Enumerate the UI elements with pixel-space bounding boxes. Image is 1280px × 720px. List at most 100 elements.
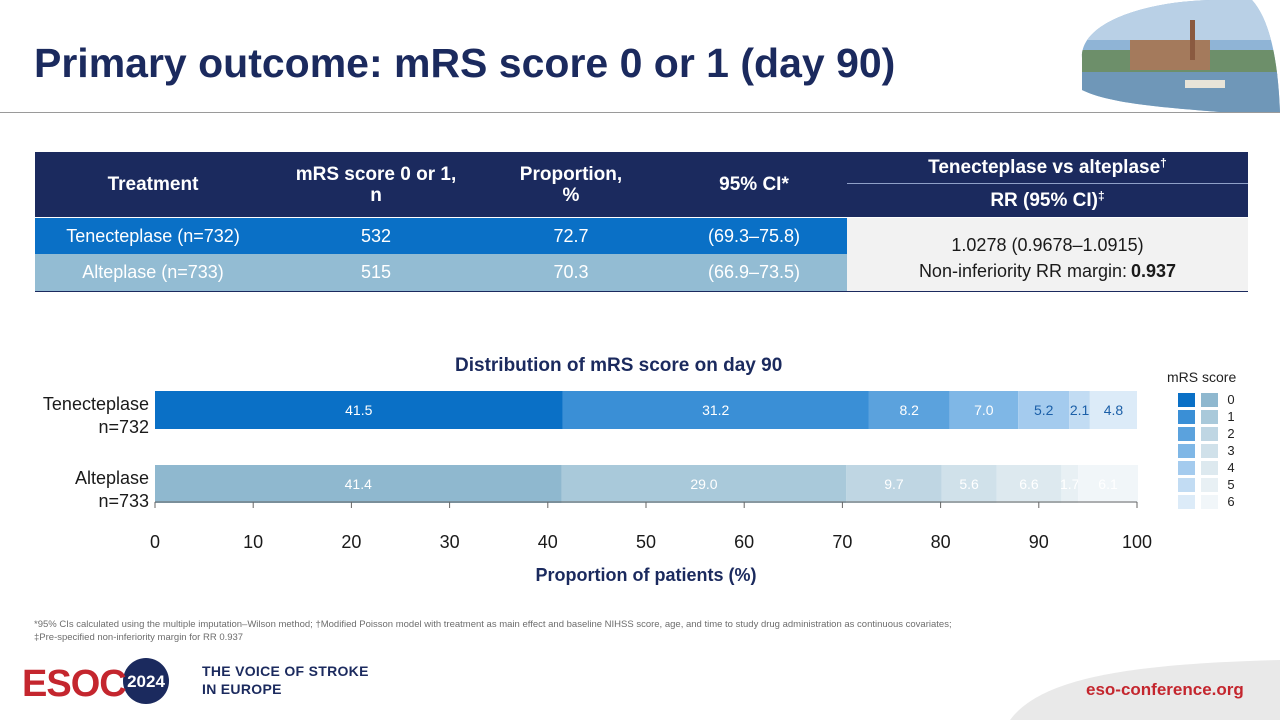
legend-swatch-alteplase-mrs-3: [1201, 443, 1218, 458]
category-label-tenecteplase-line2: n=732: [98, 417, 149, 437]
header-rr-label: RR (95% CI): [990, 190, 1098, 211]
x-tick-label-40: 40: [538, 532, 558, 552]
x-tick-label-10: 10: [243, 532, 263, 552]
rr-margin: Non-inferiority RR margin: 0.937: [847, 256, 1248, 291]
bar-segment-tenecteplase-mrs-4: [1018, 391, 1070, 429]
row-alteplase-proportion: 70.3: [481, 254, 661, 291]
data-label-alteplase-mrs-0: 41.4: [345, 476, 372, 492]
legend-label-mrs-3: 3: [1227, 443, 1235, 458]
data-label-tenecteplase-mrs-0: 41.5: [345, 402, 372, 418]
header-ci-label: 95% CI*: [719, 174, 789, 195]
data-label-tenecteplase-mrs-4: 5.2: [1034, 402, 1054, 418]
bar-segment-alteplase-mrs-6: [1078, 465, 1138, 503]
legend-title: mRS score: [1167, 369, 1237, 385]
x-tick-label-100: 100: [1122, 532, 1152, 552]
row-alteplase-treatment: Alteplase (n=733): [35, 254, 271, 291]
legend-swatch-alteplase-mrs-4: [1201, 460, 1218, 475]
header-mrs-n-line2: n: [370, 184, 382, 206]
header-treatment: Treatment: [35, 152, 271, 217]
logo-text: ESOC: [22, 663, 126, 704]
legend-label-mrs-4: 4: [1227, 460, 1235, 475]
legend-item-mrs-4: 4: [1178, 459, 1238, 476]
rr-margin-label: Non-inferiority RR margin:: [918, 261, 1127, 281]
data-label-tenecteplase-mrs-5: 2.1: [1070, 402, 1090, 418]
row-tenecteplase-proportion: 72.7: [481, 218, 661, 254]
tagline-line2: IN EUROPE: [202, 681, 282, 697]
bar-segment-alteplase-mrs-4: [996, 465, 1062, 503]
legend-label-mrs-0: 0: [1227, 392, 1235, 407]
category-label-alteplase-line2: n=733: [98, 491, 149, 511]
legend-swatch-alteplase-mrs-1: [1201, 409, 1218, 424]
x-tick-label-30: 30: [440, 532, 460, 552]
legend-swatch-tenecteplase-mrs-2: [1178, 426, 1195, 441]
data-label-tenecteplase-mrs-6: 4.8: [1104, 402, 1124, 418]
esoc-logo: ESOC 2024: [22, 658, 169, 704]
data-label-alteplase-mrs-1: 29.0: [690, 476, 717, 492]
footnote-1: *95% CIs calculated using the multiple i…: [34, 619, 952, 630]
bar-segment-alteplase-mrs-1: [561, 465, 847, 503]
legend-swatch-alteplase-mrs-0: [1201, 392, 1218, 407]
header-ci: 95% CI*: [661, 152, 847, 217]
footnote-2: ‡Pre-specified non-inferiority margin fo…: [34, 632, 244, 643]
row-tenecteplase-ci: (69.3–75.8): [661, 218, 847, 254]
legend-swatch-tenecteplase-mrs-0: [1178, 392, 1195, 407]
x-tick-label-90: 90: [1029, 532, 1049, 552]
bar-segment-tenecteplase-mrs-1: [562, 391, 869, 429]
row-alteplase-ci: (66.9–73.5): [661, 254, 847, 291]
x-tick-label-70: 70: [832, 532, 852, 552]
data-label-alteplase-mrs-5: 1.7: [1060, 476, 1080, 492]
legend-item-mrs-3: 3: [1178, 442, 1238, 459]
logo-year: 2024: [127, 672, 165, 691]
legend-swatch-alteplase-mrs-2: [1201, 426, 1218, 441]
x-axis-label: Proportion of patients (%): [536, 565, 757, 585]
bar-segment-alteplase-mrs-0: [155, 465, 562, 503]
category-label-alteplase-line1: Alteplase: [75, 468, 149, 488]
header-proportion-line2: %: [562, 184, 580, 206]
row-alteplase-n: 515: [271, 254, 481, 291]
legend-swatch-alteplase-mrs-6: [1201, 494, 1218, 509]
data-label-alteplase-mrs-4: 6.6: [1019, 476, 1039, 492]
legend-swatch-tenecteplase-mrs-3: [1178, 443, 1195, 458]
header-comparison-label: Tenecteplase vs alteplase: [928, 157, 1161, 178]
x-tick-label-20: 20: [341, 532, 361, 552]
legend-item-mrs-5: 5: [1178, 476, 1238, 493]
legend-label-mrs-2: 2: [1227, 426, 1235, 441]
legend-item-mrs-2: 2: [1178, 425, 1238, 442]
legend-swatch-tenecteplase-mrs-6: [1178, 494, 1195, 509]
double-dagger-mark: ‡: [1098, 189, 1105, 203]
basel-city-photo: [1081, 0, 1280, 112]
dagger-mark: †: [1160, 156, 1167, 170]
header-comparison: Tenecteplase vs alteplase †: [847, 152, 1248, 183]
data-label-tenecteplase-mrs-2: 8.2: [899, 402, 919, 418]
legend-item-mrs-6: 6: [1178, 493, 1238, 510]
row-tenecteplase-treatment: Tenecteplase (n=732): [35, 218, 271, 254]
tagline-line1: THE VOICE OF STROKE: [202, 663, 369, 679]
category-label-tenecteplase-line1: Tenecteplase: [43, 394, 149, 414]
bar-segment-tenecteplase-mrs-2: [868, 391, 950, 429]
bar-segment-alteplase-mrs-5: [1061, 465, 1079, 503]
bar-segment-alteplase-mrs-2: [846, 465, 942, 503]
legend-swatch-alteplase-mrs-5: [1201, 477, 1218, 492]
legend-label-mrs-6: 6: [1227, 494, 1235, 509]
header-mrs-n-line1: mRS score 0 or 1,: [295, 163, 457, 185]
tagline: THE VOICE OF STROKE IN EUROPE: [202, 662, 369, 698]
mrs-distribution-chart: 41.5 31.2 8.2 7.0 5.2 2.1 4.8 41.4 29.0 9.7 5.6 6.6…: [43, 391, 1152, 585]
bars-group: 41.5 31.2 8.2 7.0 5.2 2.1 4.8 41.4 29.0 9.7 5.6 6.6…: [155, 391, 1138, 503]
legend-label-mrs-5: 5: [1227, 477, 1235, 492]
footer-swoosh: [1010, 660, 1280, 720]
table-bottom-rule: [35, 291, 1248, 292]
header-proportion-line1: Proportion,: [519, 163, 623, 185]
header-rr: RR (95% CI) ‡: [847, 184, 1248, 217]
footer-url-link[interactable]: eso-conference.org: [1086, 680, 1244, 699]
subheader-divider: [847, 183, 1248, 184]
bar-segment-alteplase-mrs-3: [941, 465, 997, 503]
results-table: Treatment mRS score 0 or 1, n Proportion…: [35, 152, 1248, 292]
legend-swatch-tenecteplase-mrs-1: [1178, 409, 1195, 424]
header-treatment-label: Treatment: [107, 174, 199, 195]
page-title: Primary outcome: mRS score 0 or 1 (day 9…: [34, 40, 896, 86]
x-tick-label-0: 0: [150, 532, 160, 552]
x-ticks: 0 10 20 30 40 50 60 70 80 90 100: [150, 502, 1152, 552]
legend-swatch-tenecteplase-mrs-5: [1178, 477, 1195, 492]
legend-swatch-tenecteplase-mrs-4: [1178, 460, 1195, 475]
bar-segment-tenecteplase-mrs-5: [1069, 391, 1090, 429]
